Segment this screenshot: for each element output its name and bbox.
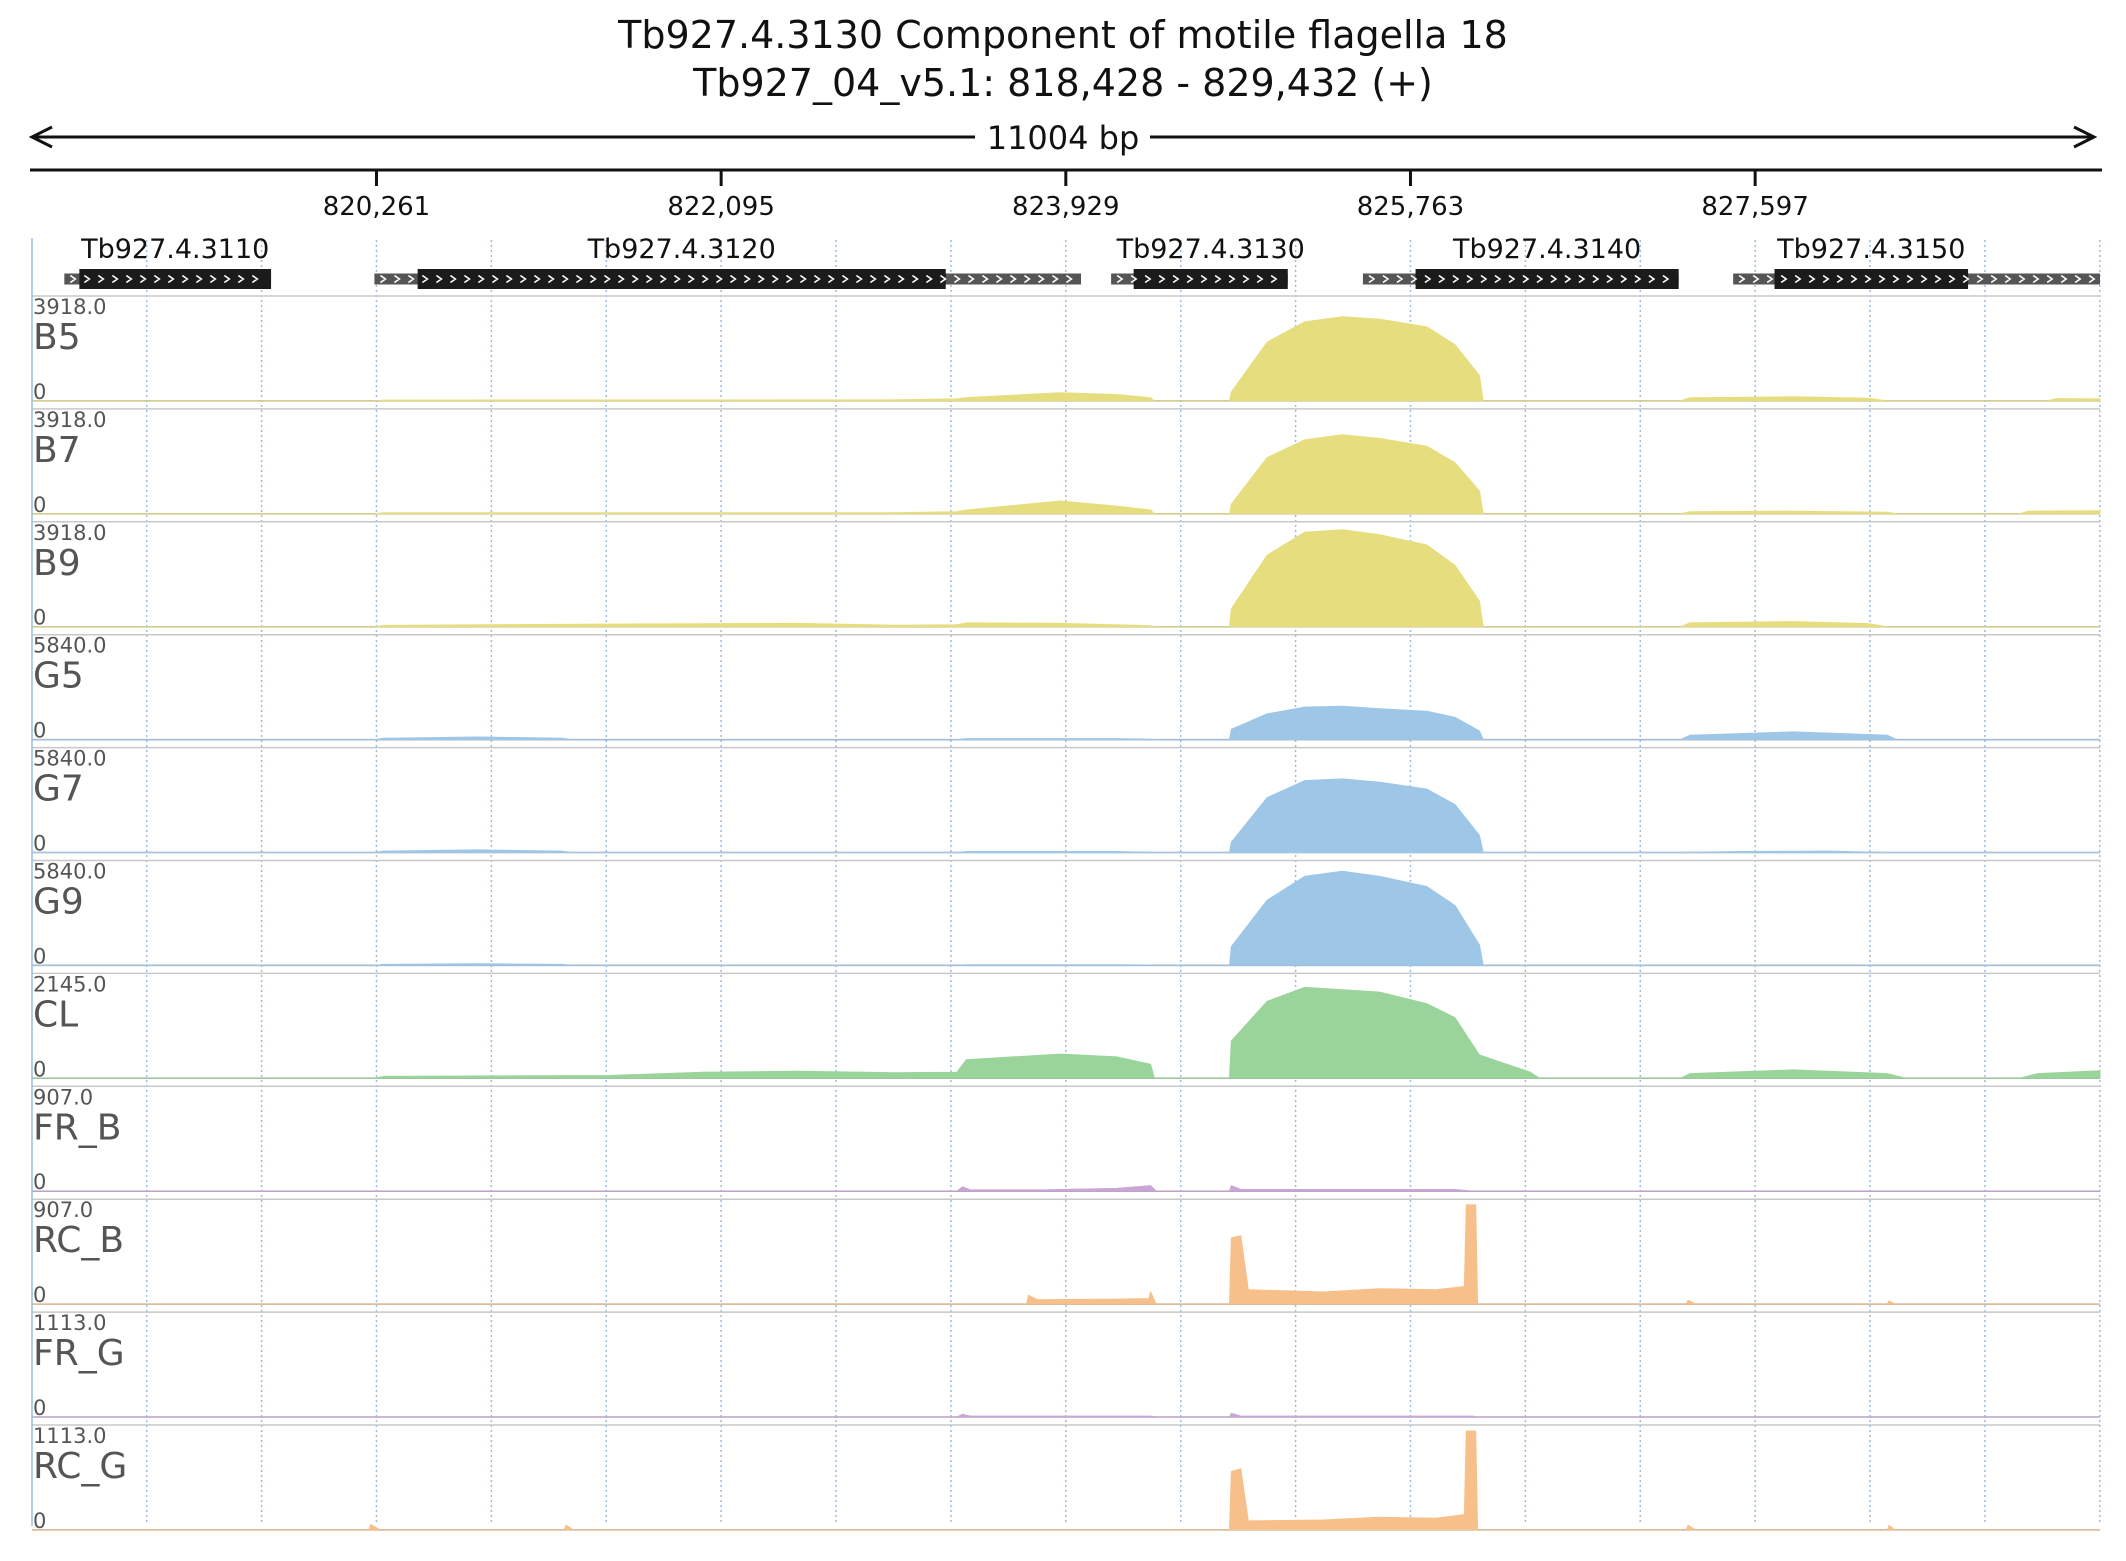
track-max-label: 1113.0	[33, 1311, 106, 1335]
track-CL: 2145.0CL 0	[32, 972, 2101, 1081]
track-zero-label: 0	[33, 380, 46, 404]
span-ruler: 11004 bp	[28, 119, 2098, 157]
track-G9: 5840.0G9 0	[32, 860, 2100, 968]
track-B5: 3918.0B5 0	[32, 295, 2101, 404]
gene-cds-0	[79, 269, 272, 289]
gene-label-2: Tb927.4.3130	[1116, 234, 1305, 265]
gene-cds-1	[417, 269, 946, 289]
track-max-label: 5840.0	[33, 860, 106, 884]
coverage-area-B7	[32, 434, 2101, 515]
track-FR_G: 1113.0FR_G 0	[32, 1311, 2100, 1420]
strand-arrows-icon	[69, 274, 259, 284]
track-zero-label: 0	[33, 493, 46, 517]
track-zero-label: 0	[33, 1396, 46, 1420]
strand-arrows-icon	[1738, 274, 2096, 284]
track-name-label: G5	[33, 656, 84, 697]
coverage-area-G7	[32, 778, 2100, 853]
gene-track: Tb927.4.3110 Tb927.4.3120 Tb927.4.3130 Tb92…	[64, 234, 2100, 289]
track-B7: 3918.0B7 0	[32, 408, 2101, 517]
track-name-label: G7	[33, 769, 84, 810]
track-zero-label: 0	[33, 1057, 46, 1081]
gene-0: Tb927.4.3110	[64, 234, 272, 289]
track-max-label: 5840.0	[33, 634, 106, 658]
track-G7: 5840.0G7 0	[32, 747, 2100, 856]
figure-title-line1: Tb927.4.3130 Component of motile flagell…	[617, 13, 1508, 57]
track-zero-label: 0	[33, 606, 46, 630]
track-RC_B: 907.0RC_B 0	[32, 1198, 2100, 1307]
strand-arrows-icon	[1116, 274, 1278, 284]
gene-2: Tb927.4.3130	[1111, 234, 1305, 289]
track-name-label: B9	[33, 543, 81, 584]
figure-title-line2: Tb927_04_v5.1: 818,428 - 829,432 (+)	[692, 61, 1433, 105]
gene-cds-3	[1415, 269, 1679, 289]
track-zero-label: 0	[33, 832, 46, 856]
track-max-label: 3918.0	[33, 408, 106, 432]
strand-arrows-icon	[1368, 274, 1670, 284]
coverage-area-CL	[32, 986, 2101, 1079]
track-zero-label: 0	[33, 1170, 46, 1194]
track-RC_G: 1113.0RC_G 0	[32, 1424, 2100, 1533]
track-zero-label: 0	[33, 719, 46, 743]
track-name-label: RC_G	[33, 1446, 127, 1487]
right-arrow-icon	[2073, 125, 2098, 149]
track-B9: 3918.0B9 0	[32, 521, 2100, 630]
x-tick-label-0: 820,261	[323, 192, 431, 222]
track-max-label: 1113.0	[33, 1424, 106, 1448]
left-arrow-icon	[28, 125, 53, 149]
x-tick-label-1: 822,095	[667, 192, 775, 222]
coverage-area-G9	[32, 870, 2100, 966]
track-name-label: FR_B	[33, 1107, 121, 1148]
x-axis-ticks: 820,261 822,095 823,929 825,763 827,597	[323, 170, 1809, 222]
gene-1: Tb927.4.3120	[374, 234, 1082, 289]
gene-label-1: Tb927.4.3120	[587, 234, 776, 265]
strand-arrows-icon	[379, 274, 1073, 284]
gene-label-0: Tb927.4.3110	[80, 234, 269, 265]
track-name-label: B5	[33, 317, 81, 358]
track-max-label: 2145.0	[33, 972, 106, 996]
coverage-tracks: 3918.0B503918.0B703918.0B905840.0G505840…	[32, 295, 2101, 1533]
coverage-area-FR_G	[32, 1412, 2100, 1418]
track-name-label: RC_B	[33, 1220, 124, 1261]
track-name-label: B7	[33, 430, 81, 471]
gene-4: Tb927.4.3150	[1733, 234, 2100, 289]
track-zero-label: 0	[33, 1509, 46, 1533]
coverage-area-G5	[32, 705, 2100, 741]
track-G5: 5840.0G5 0	[32, 634, 2100, 743]
track-max-label: 3918.0	[33, 521, 106, 545]
track-name-label: FR_G	[33, 1333, 125, 1374]
gridlines	[145, 240, 2101, 1525]
gene-cds-2	[1133, 269, 1288, 289]
track-zero-label: 0	[33, 944, 46, 968]
span-length-label: 11004 bp	[987, 119, 1140, 157]
track-name-label: CL	[33, 994, 78, 1035]
x-tick-label-4: 827,597	[1701, 192, 1809, 222]
coverage-area-RC_B	[32, 1204, 2100, 1305]
gene-3: Tb927.4.3140	[1362, 234, 1679, 289]
track-max-label: 907.0	[33, 1198, 93, 1222]
gene-label-4: Tb927.4.3150	[1776, 234, 1965, 265]
x-tick-label-3: 825,763	[1357, 192, 1465, 222]
coverage-area-B9	[32, 529, 2100, 628]
track-name-label: G9	[33, 882, 84, 923]
track-max-label: 5840.0	[33, 747, 106, 771]
gene-label-3: Tb927.4.3140	[1452, 234, 1641, 265]
track-zero-label: 0	[33, 1283, 46, 1307]
track-max-label: 907.0	[33, 1085, 93, 1109]
track-max-label: 3918.0	[33, 295, 106, 319]
x-tick-label-2: 823,929	[1012, 192, 1120, 222]
coverage-area-RC_G	[32, 1430, 2100, 1531]
coverage-area-B5	[32, 316, 2101, 402]
coverage-area-FR_B	[32, 1185, 2100, 1192]
track-FR_B: 907.0FR_B 0	[32, 1085, 2100, 1194]
